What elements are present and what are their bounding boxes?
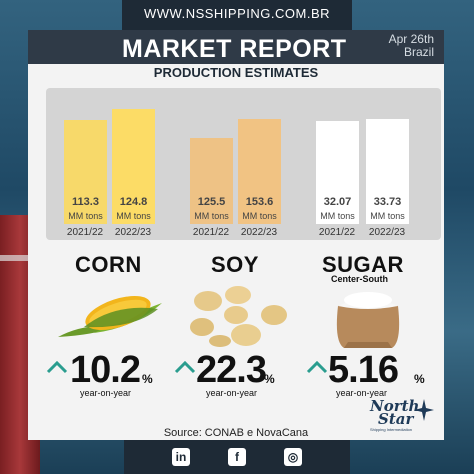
crop-name-sugar: SUGAR bbox=[322, 252, 404, 277]
crop-name-soy: SOY bbox=[211, 252, 259, 277]
soy-bar-2021: 125.5 MM tons bbox=[190, 138, 233, 224]
yoy-label: year-on-year bbox=[336, 388, 388, 398]
yoy-label: year-on-year bbox=[206, 388, 258, 398]
bar-unit: MM tons bbox=[370, 211, 405, 221]
year-label: 2022/23 bbox=[368, 227, 406, 238]
crop-name-corn: CORN bbox=[75, 252, 142, 277]
bar-unit: MM tons bbox=[68, 211, 103, 221]
bar-value: 125.5 bbox=[197, 196, 226, 208]
bar-value: 124.8 bbox=[119, 196, 148, 208]
crop-subtitle-sugar: Center-South bbox=[331, 274, 388, 284]
bar-unit: MM tons bbox=[116, 211, 151, 221]
report-date: Apr 26th Brazil bbox=[389, 33, 434, 59]
bars-panel: 113.3 MM tons 124.8 MM tons 2021/22 2022… bbox=[46, 88, 441, 240]
bar-value: 113.3 bbox=[72, 196, 99, 208]
facebook-icon[interactable]: f bbox=[228, 448, 246, 466]
up-arrow-icon bbox=[306, 360, 328, 374]
page-title: MARKET REPORT bbox=[122, 35, 347, 63]
logo-text: Star bbox=[378, 410, 414, 428]
percent-sign: % bbox=[414, 372, 425, 386]
report-header: MARKET REPORT Apr 26th Brazil bbox=[28, 30, 444, 64]
report-card: MARKET REPORT Apr 26th Brazil PRODUCTION… bbox=[28, 30, 444, 440]
sugar-bar-2021: 32.07 MM tons bbox=[316, 121, 359, 224]
corn-image bbox=[58, 296, 162, 337]
website-link[interactable]: WWW.NSSHIPPING.COM.BR bbox=[144, 6, 330, 21]
bar-unit: MM tons bbox=[194, 211, 229, 221]
section-subtitle: PRODUCTION ESTIMATES bbox=[153, 65, 319, 80]
linkedin-icon[interactable]: in bbox=[172, 448, 190, 466]
percent-sign: % bbox=[264, 372, 275, 386]
yoy-label: year-on-year bbox=[80, 388, 132, 398]
logo-text: North bbox=[370, 397, 420, 415]
date-text: Apr 26th bbox=[388, 32, 434, 46]
year-label: 2022/23 bbox=[240, 227, 278, 238]
soy-change: 22.3 bbox=[196, 349, 267, 391]
northstar-logo: North Star Shipping Intermediation bbox=[368, 397, 434, 433]
location-text: Brazil bbox=[403, 45, 434, 59]
instagram-icon[interactable]: ◎ bbox=[284, 448, 302, 466]
bar-unit: MM tons bbox=[242, 211, 277, 221]
corn-bar-2022: 124.8 MM tons bbox=[112, 109, 155, 224]
soy-bar-2022: 153.6 MM tons bbox=[238, 119, 281, 224]
sugar-sack-image bbox=[336, 292, 400, 348]
year-label: 2022/23 bbox=[114, 227, 152, 238]
logo-tagline: Shipping Intermediation bbox=[370, 427, 413, 432]
source-note: Source: CONAB e NovaCana bbox=[163, 427, 309, 439]
year-label: 2021/22 bbox=[318, 227, 356, 238]
top-banner: WWW.NSSHIPPING.COM.BR bbox=[122, 0, 352, 30]
corn-bar-2021: 113.3 MM tons bbox=[64, 120, 107, 224]
social-bar: in f ◎ bbox=[124, 440, 350, 474]
percent-sign: % bbox=[142, 372, 153, 386]
sugar-change: 5.16 bbox=[328, 349, 399, 391]
year-label: 2021/22 bbox=[66, 227, 104, 238]
bar-unit: MM tons bbox=[320, 211, 355, 221]
up-arrow-icon bbox=[46, 360, 68, 374]
bar-value: 32.07 bbox=[323, 196, 352, 208]
bar-value: 153.6 bbox=[245, 196, 274, 208]
up-arrow-icon bbox=[174, 360, 196, 374]
corn-change: 10.2 bbox=[70, 349, 141, 391]
compass-icon bbox=[414, 399, 434, 421]
soybeans-image bbox=[190, 286, 287, 347]
year-label: 2021/22 bbox=[192, 227, 230, 238]
sugar-bar-2022: 33.73 MM tons bbox=[366, 119, 409, 224]
bar-value: 33.73 bbox=[373, 196, 402, 208]
